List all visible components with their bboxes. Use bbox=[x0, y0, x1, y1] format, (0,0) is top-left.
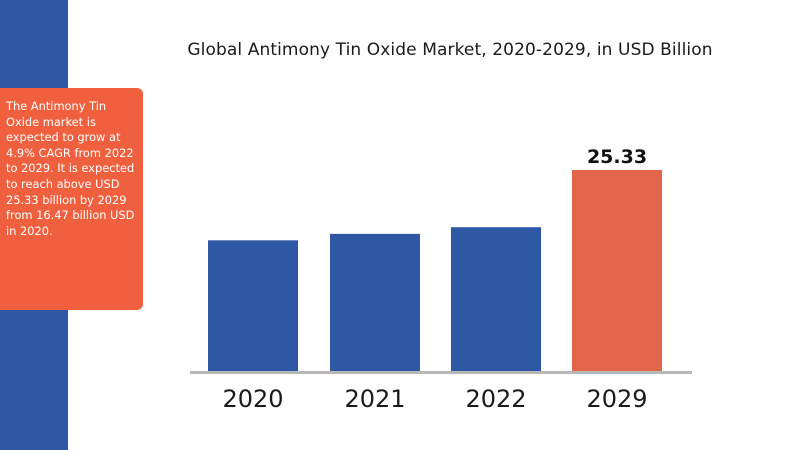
x-tick-label-2020: 2020 bbox=[222, 385, 283, 413]
bars-group bbox=[208, 170, 662, 371]
bar-2020 bbox=[208, 240, 298, 371]
info-callout-text: The Antimony Tin Oxide market is expecte… bbox=[6, 99, 135, 238]
x-tick-labels: 2020 2021 2022 2029 bbox=[222, 385, 647, 413]
value-label-2029: 25.33 bbox=[587, 146, 647, 168]
x-tick-label-2022: 2022 bbox=[465, 385, 526, 413]
x-tick-label-2021: 2021 bbox=[344, 385, 405, 413]
chart-title: Global Antimony Tin Oxide Market, 2020-2… bbox=[187, 40, 713, 60]
bar-2022 bbox=[451, 227, 541, 371]
x-tick-label-2029: 2029 bbox=[586, 385, 647, 413]
value-labels: 25.33 bbox=[587, 146, 647, 168]
info-callout-box: The Antimony Tin Oxide market is expecte… bbox=[0, 88, 143, 310]
bar-2021 bbox=[330, 233, 420, 371]
bar-2029 bbox=[572, 170, 662, 371]
